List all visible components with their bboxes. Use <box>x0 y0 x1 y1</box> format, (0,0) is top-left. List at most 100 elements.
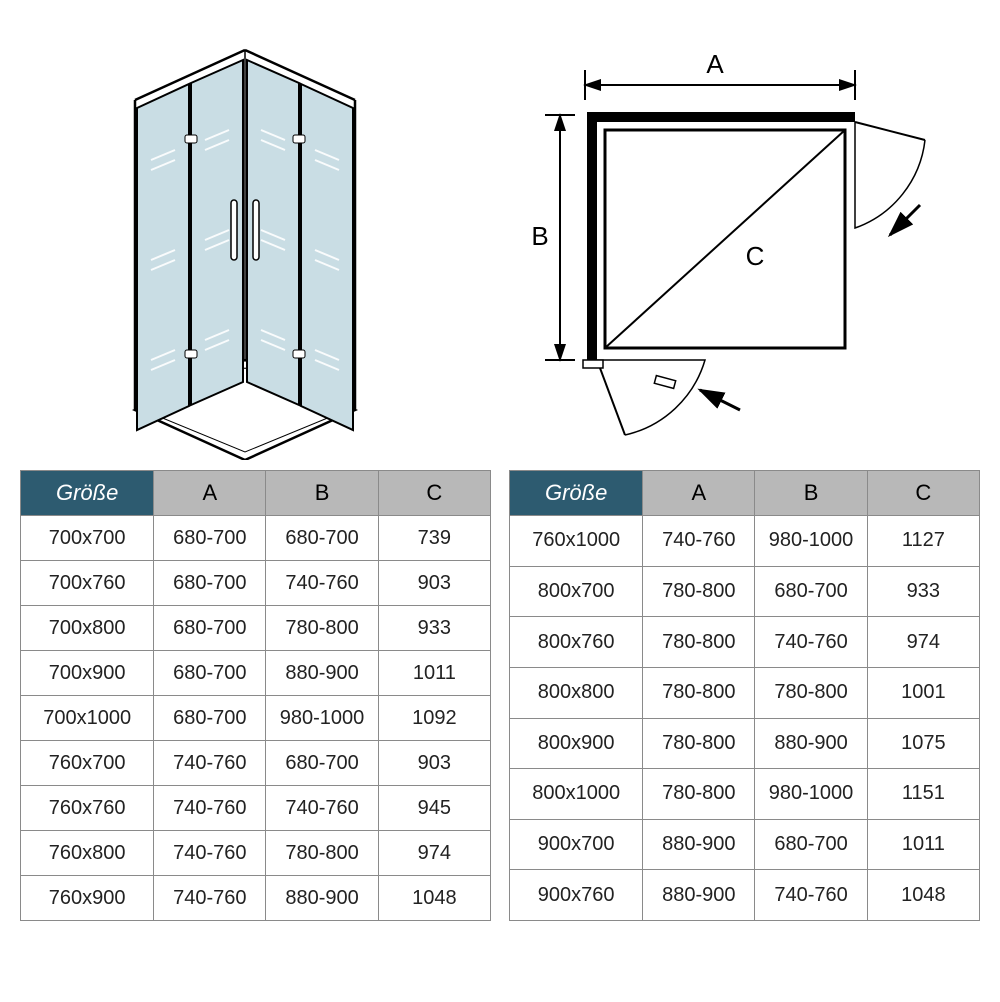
table-row: 800x760780-800740-760974 <box>510 617 980 668</box>
table-cell: 700x700 <box>21 516 154 561</box>
label-a: A <box>706 49 724 79</box>
col-size: Größe <box>510 471 643 516</box>
table-row: 800x700780-800680-700933 <box>510 566 980 617</box>
table-cell: 760x900 <box>21 876 154 921</box>
table-cell: 880-900 <box>755 718 867 769</box>
col-size: Größe <box>21 471 154 516</box>
table-row: 760x900740-760880-9001048 <box>21 876 491 921</box>
table-cell: 1127 <box>867 516 979 567</box>
table-cell: 974 <box>378 831 490 876</box>
table-cell: 780-800 <box>266 606 378 651</box>
col-c: C <box>378 471 490 516</box>
table-cell: 680-700 <box>154 561 266 606</box>
table-row: 760x760740-760740-760945 <box>21 786 491 831</box>
table-row: 700x700680-700680-700739 <box>21 516 491 561</box>
table-row: 800x1000780-800980-10001151 <box>510 769 980 820</box>
table-row: 760x800740-760780-800974 <box>21 831 491 876</box>
table-row: 760x1000740-760980-10001127 <box>510 516 980 567</box>
table-cell: 760x1000 <box>510 516 643 567</box>
table-cell: 1001 <box>867 667 979 718</box>
table-cell: 933 <box>867 566 979 617</box>
table-cell: 980-1000 <box>755 516 867 567</box>
table-row: 760x700740-760680-700903 <box>21 741 491 786</box>
table-row: 800x800780-800780-8001001 <box>510 667 980 718</box>
size-table-right: Größe A B C 760x1000740-760980-100011278… <box>509 470 980 921</box>
table-cell: 800x800 <box>510 667 643 718</box>
table-cell: 980-1000 <box>266 696 378 741</box>
table-cell: 680-700 <box>154 696 266 741</box>
table-cell: 680-700 <box>154 651 266 696</box>
table-row: 900x700880-900680-7001011 <box>510 819 980 870</box>
col-a: A <box>154 471 266 516</box>
size-table-left: Größe A B C 700x700680-700680-700739700x… <box>20 470 491 921</box>
table-cell: 760x760 <box>21 786 154 831</box>
table-row: 800x900780-800880-9001075 <box>510 718 980 769</box>
table-cell: 740-760 <box>755 617 867 668</box>
table-cell: 800x1000 <box>510 769 643 820</box>
table-cell: 933 <box>378 606 490 651</box>
label-c: C <box>746 241 765 271</box>
table-cell: 1011 <box>867 819 979 870</box>
col-a: A <box>643 471 755 516</box>
table-cell: 1092 <box>378 696 490 741</box>
table-cell: 780-800 <box>643 566 755 617</box>
table-cell: 740-760 <box>154 831 266 876</box>
col-b: B <box>755 471 867 516</box>
table-cell: 740-760 <box>154 786 266 831</box>
table-cell: 1048 <box>378 876 490 921</box>
table-cell: 945 <box>378 786 490 831</box>
table-cell: 740-760 <box>154 741 266 786</box>
table-cell: 900x700 <box>510 819 643 870</box>
table-cell: 680-700 <box>154 516 266 561</box>
table-cell: 740-760 <box>755 870 867 921</box>
isometric-diagram <box>55 40 435 440</box>
table-cell: 780-800 <box>643 718 755 769</box>
col-b: B <box>266 471 378 516</box>
table-cell: 880-900 <box>266 876 378 921</box>
top-view-diagram: A B C <box>505 40 945 440</box>
table-cell: 780-800 <box>643 667 755 718</box>
table-cell: 900x760 <box>510 870 643 921</box>
table-row: 700x760680-700740-760903 <box>21 561 491 606</box>
table-header-row: Größe A B C <box>510 471 980 516</box>
col-c: C <box>867 471 979 516</box>
table-cell: 760x800 <box>21 831 154 876</box>
table-cell: 680-700 <box>755 566 867 617</box>
table-cell: 680-700 <box>266 741 378 786</box>
table-cell: 1075 <box>867 718 979 769</box>
table-cell: 800x760 <box>510 617 643 668</box>
table-row: 700x800680-700780-800933 <box>21 606 491 651</box>
table-cell: 740-760 <box>643 516 755 567</box>
table-header-row: Größe A B C <box>21 471 491 516</box>
table-cell: 700x800 <box>21 606 154 651</box>
table-cell: 980-1000 <box>755 769 867 820</box>
table-cell: 760x700 <box>21 741 154 786</box>
table-cell: 903 <box>378 561 490 606</box>
table-cell: 880-900 <box>266 651 378 696</box>
table-cell: 1048 <box>867 870 979 921</box>
table-cell: 780-800 <box>755 667 867 718</box>
table-cell: 800x700 <box>510 566 643 617</box>
table-cell: 680-700 <box>154 606 266 651</box>
table-cell: 740-760 <box>266 561 378 606</box>
table-cell: 680-700 <box>755 819 867 870</box>
table-cell: 1011 <box>378 651 490 696</box>
table-cell: 780-800 <box>643 617 755 668</box>
table-cell: 780-800 <box>643 769 755 820</box>
table-cell: 739 <box>378 516 490 561</box>
table-cell: 700x760 <box>21 561 154 606</box>
table-cell: 903 <box>378 741 490 786</box>
table-cell: 700x900 <box>21 651 154 696</box>
table-cell: 740-760 <box>266 786 378 831</box>
table-cell: 680-700 <box>266 516 378 561</box>
table-cell: 974 <box>867 617 979 668</box>
table-row: 900x760880-900740-7601048 <box>510 870 980 921</box>
table-cell: 780-800 <box>266 831 378 876</box>
table-cell: 880-900 <box>643 819 755 870</box>
label-b: B <box>531 221 548 251</box>
table-cell: 1151 <box>867 769 979 820</box>
table-cell: 800x900 <box>510 718 643 769</box>
table-cell: 880-900 <box>643 870 755 921</box>
table-cell: 700x1000 <box>21 696 154 741</box>
table-row: 700x900680-700880-9001011 <box>21 651 491 696</box>
